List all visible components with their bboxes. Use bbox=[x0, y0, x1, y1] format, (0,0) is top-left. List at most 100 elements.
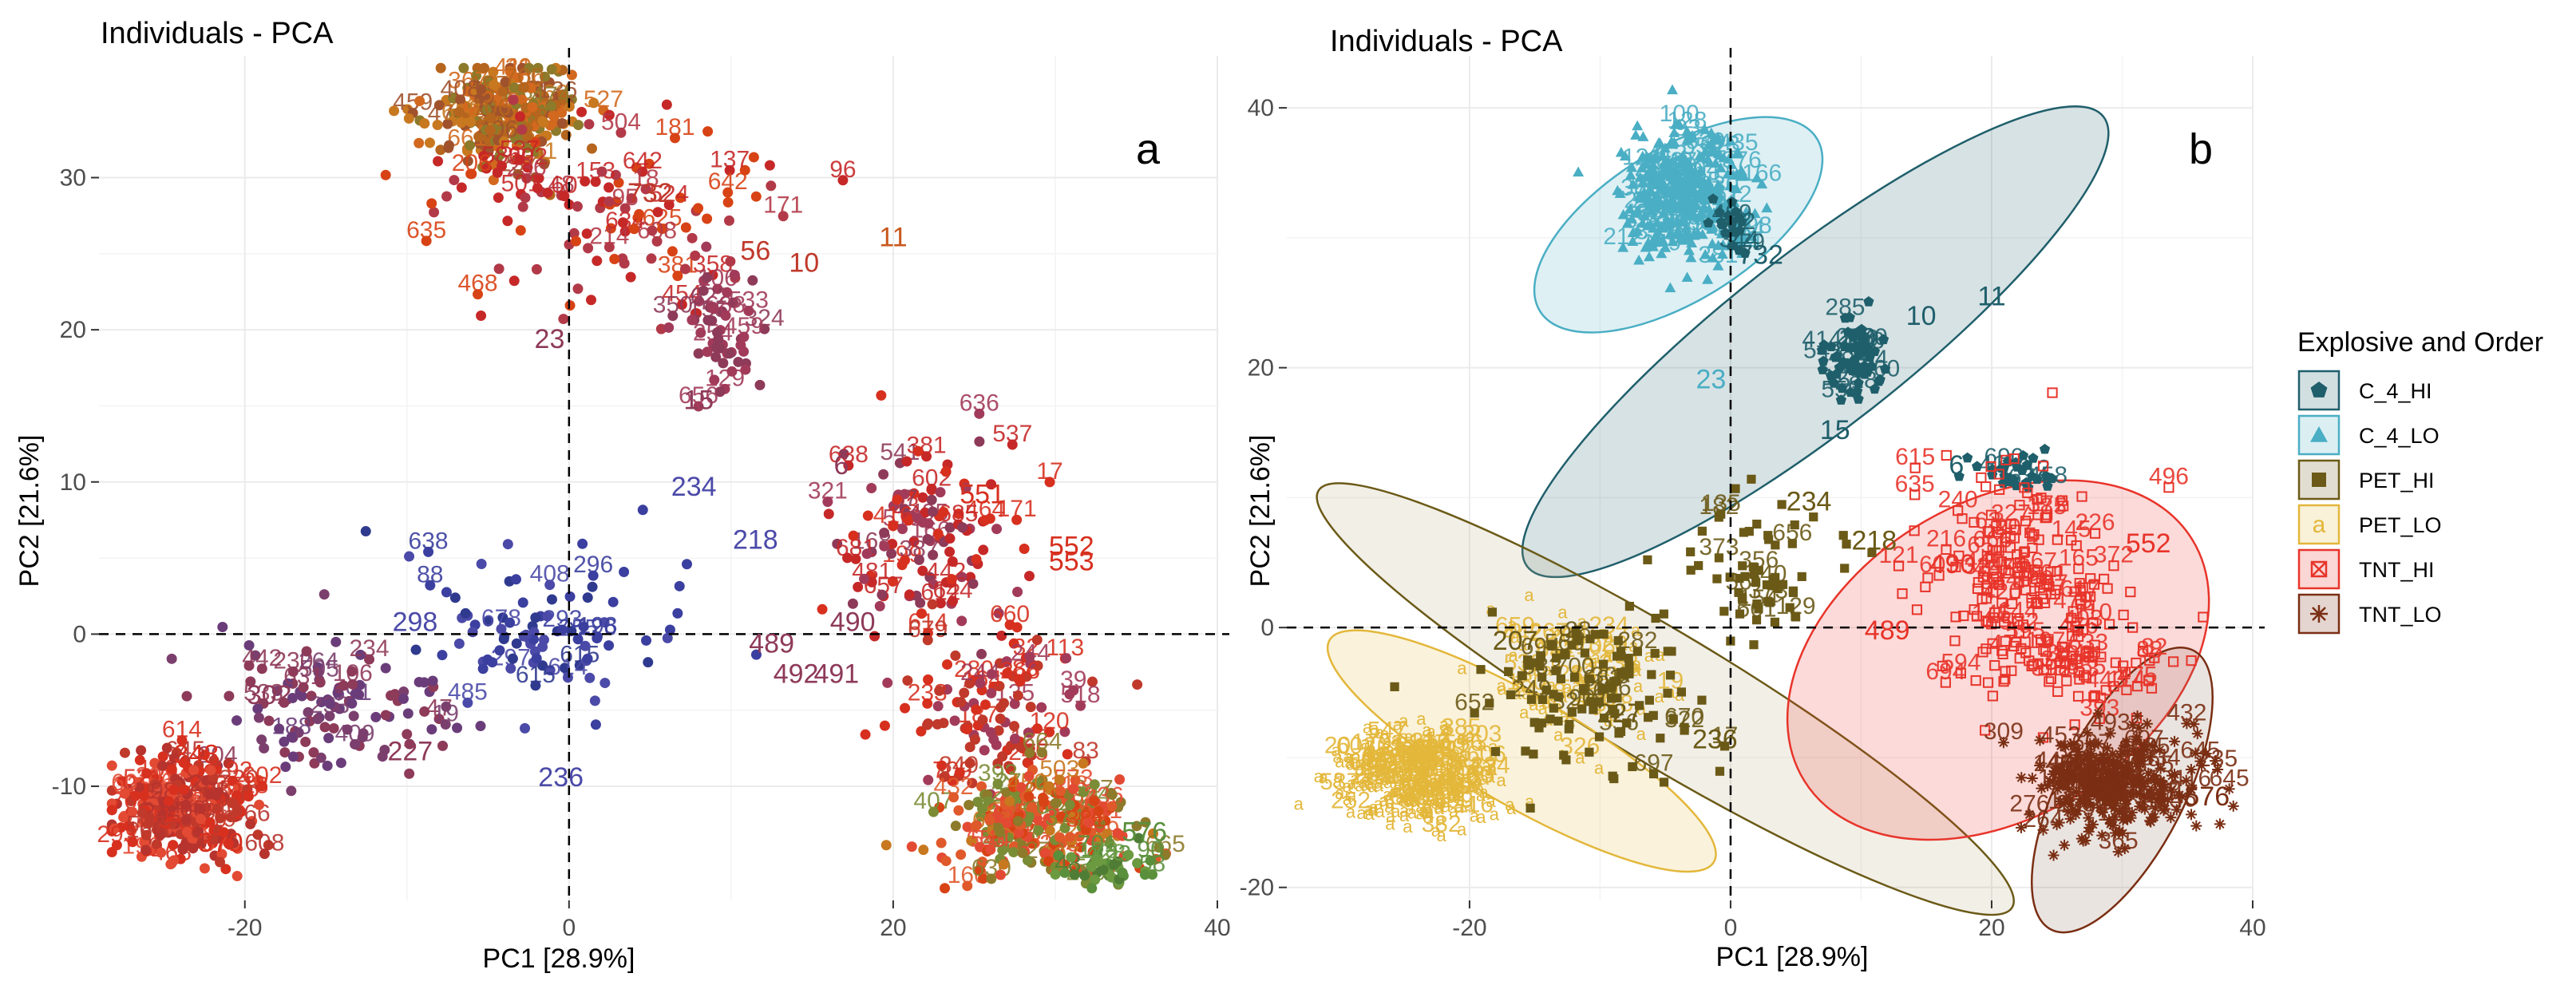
legend-symbol-text-a-icon: a bbox=[2313, 512, 2326, 538]
data-point bbox=[1738, 595, 1747, 604]
data-point bbox=[940, 466, 952, 477]
data-point: a bbox=[1403, 817, 1413, 837]
data-point bbox=[161, 742, 172, 754]
data-point bbox=[1585, 634, 1595, 643]
data-point bbox=[1549, 703, 1558, 713]
data-point bbox=[527, 101, 538, 113]
point-label-mark: 656 bbox=[1772, 520, 1812, 546]
data-point bbox=[380, 663, 391, 674]
data-point bbox=[619, 566, 630, 577]
data-point bbox=[1023, 571, 1035, 582]
data-point: a bbox=[1391, 730, 1401, 750]
data-point bbox=[588, 570, 599, 581]
data-point bbox=[571, 235, 582, 247]
data-point bbox=[1390, 682, 1399, 691]
data-point bbox=[279, 736, 290, 747]
data-point bbox=[706, 315, 718, 326]
data-point bbox=[539, 159, 550, 170]
data-point bbox=[991, 524, 1003, 535]
data-point bbox=[1017, 848, 1028, 859]
data-point bbox=[1749, 569, 1759, 580]
data-point bbox=[2081, 726, 2093, 738]
data-point bbox=[449, 175, 460, 186]
point-label-mark: 408 bbox=[530, 561, 570, 587]
data-point bbox=[515, 225, 526, 236]
data-point bbox=[231, 871, 243, 882]
annotation-label: 489 bbox=[1865, 615, 1910, 646]
data-point bbox=[1545, 714, 1555, 724]
data-point bbox=[531, 653, 542, 664]
data-point bbox=[1521, 746, 1530, 756]
data-point bbox=[617, 217, 628, 228]
point-label-mark: 57 bbox=[1624, 208, 1651, 234]
data-point bbox=[646, 253, 657, 264]
point-label-mark: 282 bbox=[1617, 627, 1657, 654]
data-point bbox=[479, 62, 490, 73]
point-label-mark: 18 bbox=[632, 165, 659, 192]
point-label-mark: 656 bbox=[679, 382, 718, 409]
data-point bbox=[342, 724, 353, 735]
data-point bbox=[456, 117, 467, 129]
point-label-mark: 608 bbox=[244, 830, 284, 857]
data-point bbox=[740, 364, 751, 375]
data-point bbox=[452, 722, 463, 734]
data-point bbox=[599, 617, 610, 628]
data-point bbox=[250, 650, 261, 661]
data-point bbox=[572, 283, 584, 295]
data-point bbox=[1050, 868, 1061, 880]
data-point bbox=[971, 554, 982, 565]
data-point bbox=[1043, 781, 1055, 792]
data-point bbox=[304, 716, 315, 727]
data-point bbox=[694, 295, 705, 307]
data-point bbox=[389, 105, 400, 117]
data-point bbox=[516, 94, 528, 105]
data-point bbox=[953, 805, 964, 816]
data-point bbox=[1033, 825, 1044, 836]
data-point bbox=[522, 132, 533, 143]
data-point bbox=[502, 539, 513, 550]
point-label-mark: 236 bbox=[507, 154, 547, 180]
data-point bbox=[1487, 607, 1498, 617]
data-point bbox=[2117, 827, 2129, 839]
data-point bbox=[695, 327, 706, 338]
data-point bbox=[516, 124, 528, 135]
data-point bbox=[1616, 667, 1626, 678]
data-point bbox=[923, 674, 934, 685]
data-point bbox=[637, 166, 648, 177]
point-label-mark: 17 bbox=[1036, 458, 1062, 485]
data-point bbox=[853, 581, 864, 592]
point-label-mark: 503 bbox=[1039, 756, 1079, 782]
data-point bbox=[926, 494, 937, 505]
data-point bbox=[404, 551, 415, 562]
data-point bbox=[166, 653, 177, 664]
data-point bbox=[2096, 829, 2108, 841]
data-point: a bbox=[1355, 759, 1365, 779]
data-point bbox=[1529, 750, 1538, 759]
legend-label: C_4_LO bbox=[2359, 424, 2439, 448]
data-point bbox=[328, 722, 339, 734]
data-point bbox=[727, 297, 738, 308]
point-label-mark: 537 bbox=[500, 136, 540, 162]
point-label-mark: 171 bbox=[763, 192, 803, 219]
data-point bbox=[324, 698, 335, 710]
data-point bbox=[1061, 653, 1072, 664]
data-point bbox=[537, 660, 548, 671]
point-label-mark: 106 bbox=[471, 94, 511, 121]
data-point bbox=[546, 101, 557, 112]
annotation-label: 11 bbox=[879, 222, 907, 252]
data-point bbox=[537, 641, 548, 652]
data-point bbox=[640, 184, 651, 195]
point-label-mark: 95 bbox=[611, 184, 638, 211]
data-point bbox=[599, 678, 611, 689]
data-point bbox=[628, 224, 639, 235]
data-point bbox=[441, 701, 452, 712]
data-point bbox=[443, 142, 454, 153]
data-point bbox=[215, 857, 226, 868]
data-point bbox=[708, 303, 719, 315]
legend-item-pet-lo: a PET_LO bbox=[2297, 504, 2442, 545]
data-point bbox=[971, 704, 982, 715]
data-point bbox=[465, 140, 476, 151]
data-point bbox=[583, 243, 594, 254]
data-point bbox=[453, 638, 465, 649]
